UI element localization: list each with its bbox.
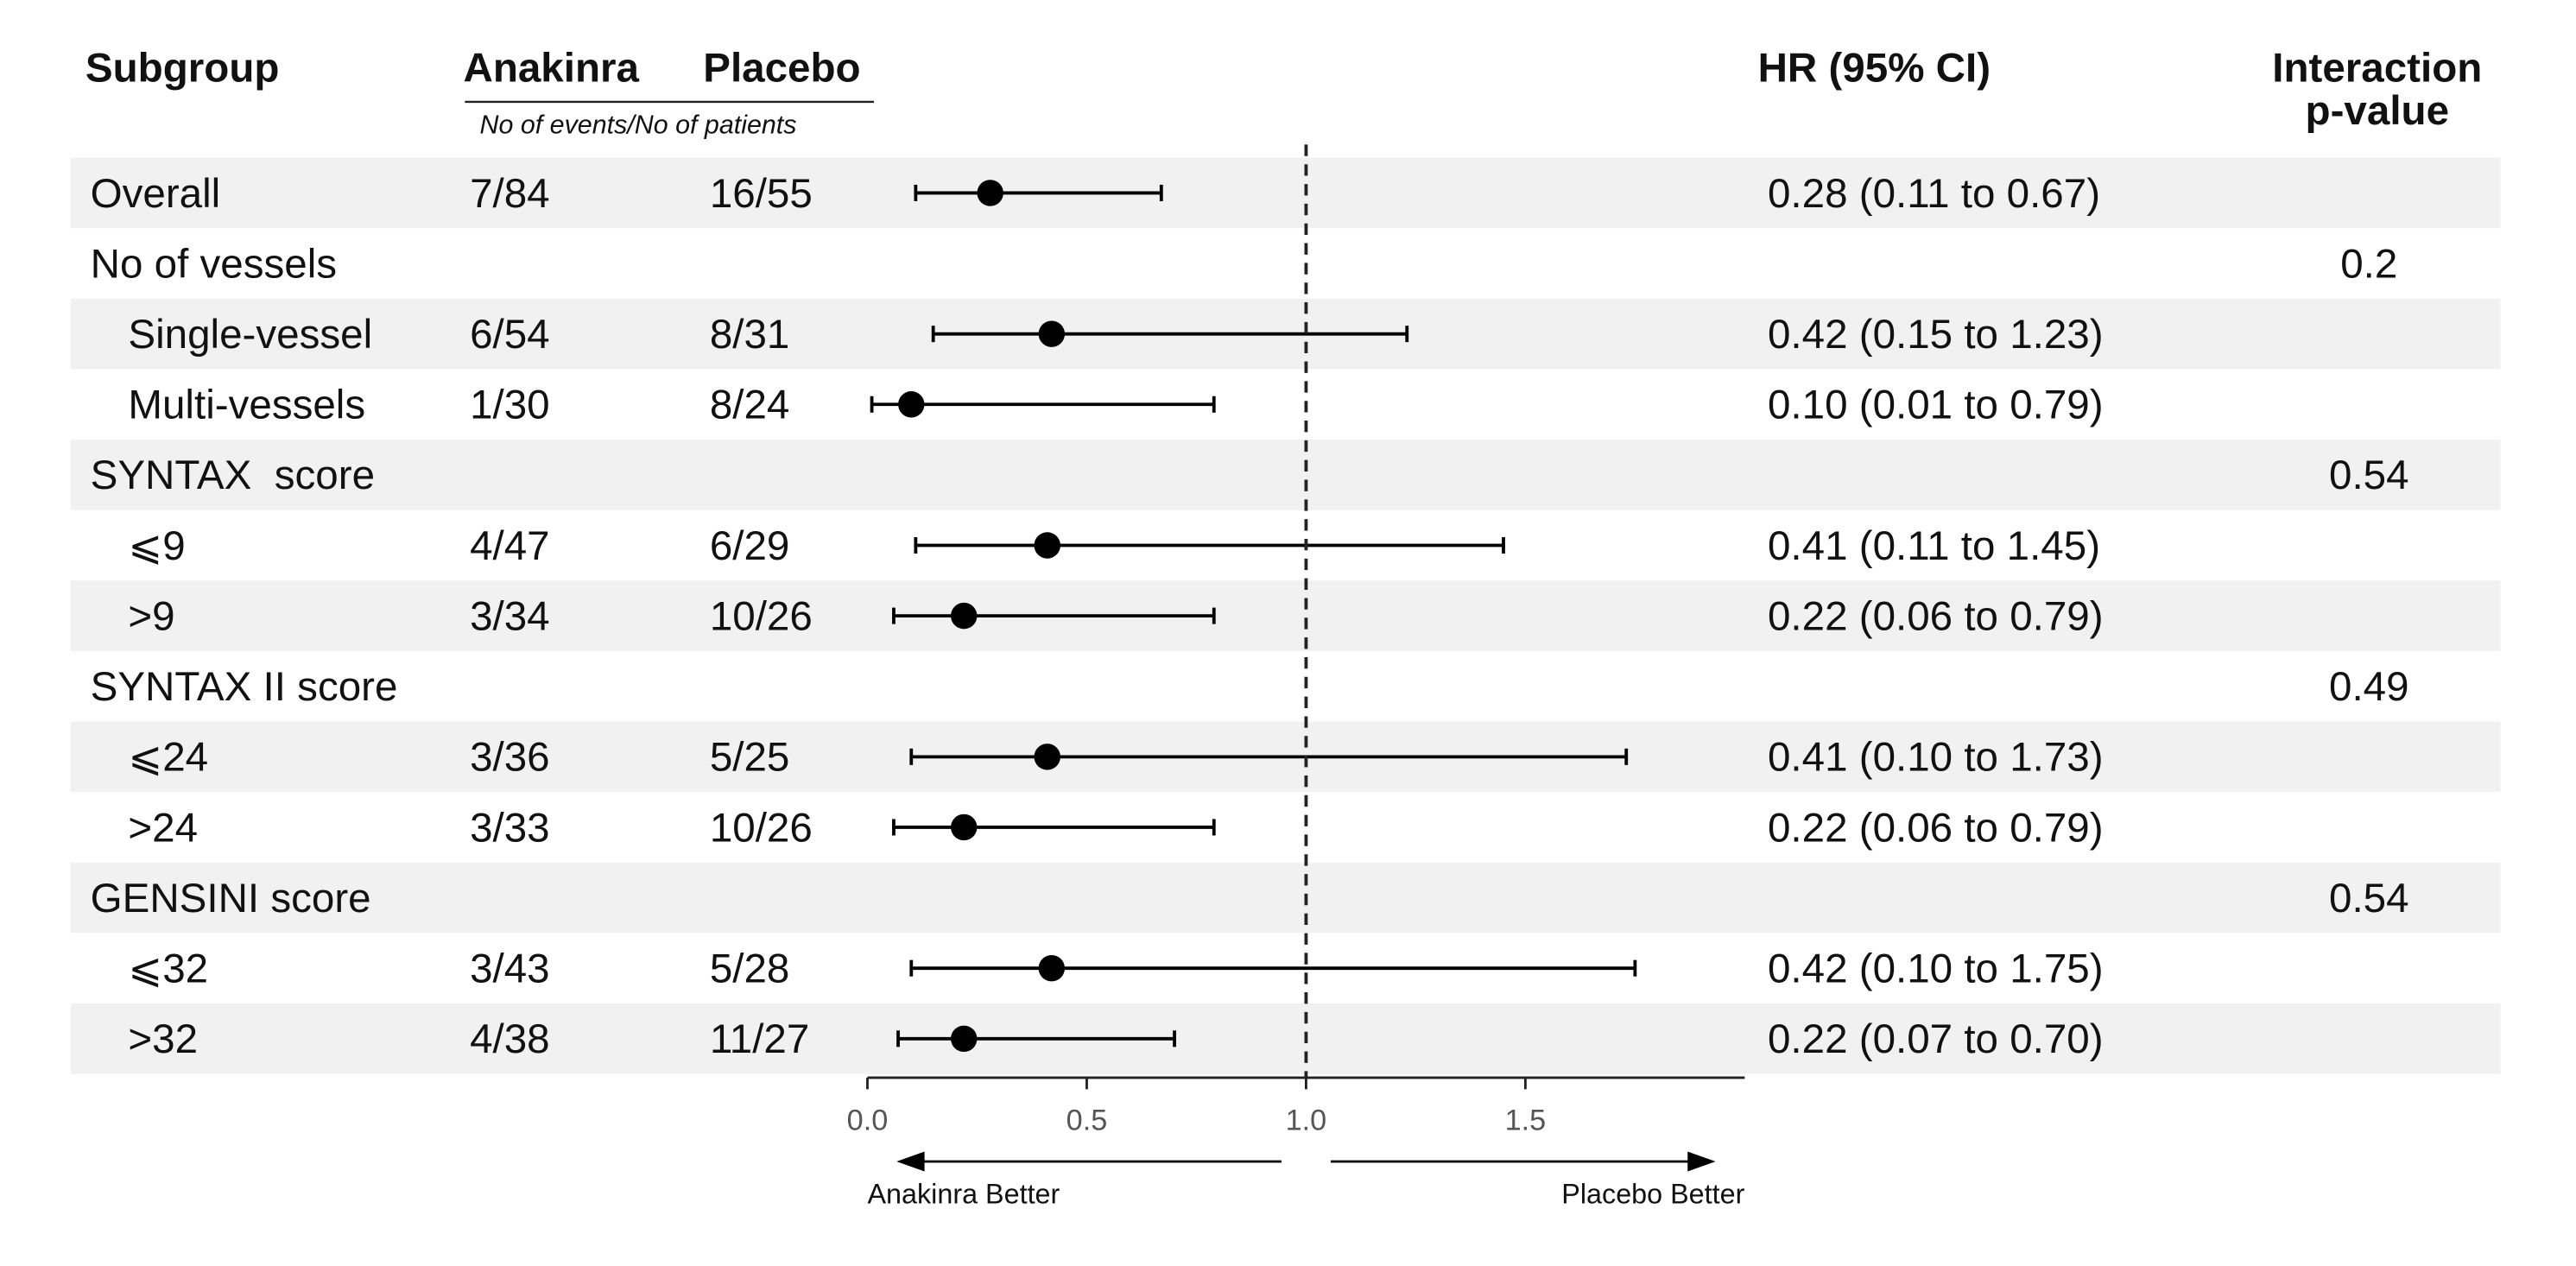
subgroup-label: SYNTAX II score (91, 664, 398, 710)
hr-point (951, 813, 978, 841)
subgroup-label: GENSINI score (91, 876, 371, 921)
placebo-events: 5/25 (710, 735, 790, 781)
anakinra-events: 1/30 (470, 383, 550, 428)
events-note: No of events/No of patients (480, 111, 797, 140)
hr-point (1038, 320, 1066, 347)
subgroup-label: ⩽32 (128, 946, 208, 992)
hr-label: 0.22 (0.06 to 0.79) (1768, 805, 2104, 851)
hr-point (898, 391, 925, 418)
hr-point (977, 180, 1003, 206)
hr-point (1034, 532, 1060, 559)
x-tick-label: 1.5 (1505, 1104, 1547, 1136)
subgroup-label: Overall (91, 171, 221, 217)
placebo-events: 11/27 (710, 1016, 809, 1062)
placebo-events: 5/28 (710, 946, 790, 992)
hr-header: HR (95% CI) (1758, 45, 1991, 91)
anakinra-events: 3/43 (470, 946, 550, 992)
hr-point (1038, 954, 1066, 982)
hr-label: 0.28 (0.11 to 0.67) (1768, 171, 2100, 217)
right-label: Placebo Better (1561, 1179, 1744, 1210)
hr-point (1034, 744, 1060, 770)
p-header: Interaction (2272, 45, 2482, 91)
p-value: 0.49 (2329, 664, 2409, 710)
hr-point (951, 1025, 978, 1053)
anakinra-events: 3/36 (470, 735, 550, 781)
x-tick-label: 1.0 (1286, 1104, 1327, 1136)
anakinra-events: 7/84 (470, 171, 550, 217)
placebo-events: 16/55 (710, 171, 813, 217)
right-arrow (1330, 1151, 1716, 1172)
subgroup-label: >32 (128, 1016, 198, 1062)
left-label: Anakinra Better (867, 1179, 1060, 1210)
row-band (70, 1003, 2501, 1074)
placebo-header: Placebo (703, 45, 860, 91)
placebo-events: 10/26 (710, 805, 813, 851)
placebo-events: 8/24 (710, 383, 790, 428)
subgroup-label: ⩽9 (128, 523, 185, 569)
hr-label: 0.41 (0.10 to 1.73) (1768, 735, 2104, 781)
hr-label: 0.22 (0.06 to 0.79) (1768, 593, 2104, 639)
x-tick-label: 0.0 (847, 1104, 889, 1136)
anakinra-events: 6/54 (470, 312, 550, 358)
subgroup-label: No of vessels (91, 241, 337, 287)
p-value: 0.54 (2329, 453, 2409, 498)
subgroup-label: ⩽24 (128, 735, 208, 781)
placebo-events: 6/29 (710, 523, 790, 569)
hr-label: 0.42 (0.15 to 1.23) (1768, 312, 2104, 358)
hr-label: 0.41 (0.11 to 1.45) (1768, 523, 2100, 569)
subgroup-header: Subgroup (85, 45, 279, 91)
p-header: p-value (2306, 88, 2449, 134)
anakinra-events: 3/34 (470, 593, 550, 639)
subgroup-label: Single-vessel (128, 312, 372, 358)
x-tick-label: 0.5 (1066, 1104, 1108, 1136)
row-band (70, 862, 2501, 934)
subgroup-label: Multi-vessels (128, 383, 365, 428)
hr-label: 0.22 (0.07 to 0.70) (1768, 1016, 2104, 1062)
anakinra-events: 3/33 (470, 805, 550, 851)
placebo-events: 10/26 (710, 593, 813, 639)
subgroup-label: >9 (128, 593, 174, 639)
subgroup-label: SYNTAX score (91, 453, 375, 498)
p-value: 0.2 (2340, 241, 2397, 287)
left-arrow (896, 1151, 1282, 1172)
p-value: 0.54 (2329, 876, 2409, 921)
hr-label: 0.42 (0.10 to 1.75) (1768, 946, 2104, 992)
placebo-events: 8/31 (710, 312, 790, 358)
row-band (70, 157, 2501, 229)
anakinra-events: 4/38 (470, 1016, 550, 1062)
subgroup-label: >24 (128, 805, 198, 851)
hr-label: 0.10 (0.01 to 0.79) (1768, 383, 2104, 428)
row-band (70, 580, 2501, 651)
anakinra-header: Anakinra (463, 45, 639, 91)
hr-point (951, 602, 978, 630)
row-band (70, 440, 2501, 510)
anakinra-events: 4/47 (470, 523, 550, 569)
